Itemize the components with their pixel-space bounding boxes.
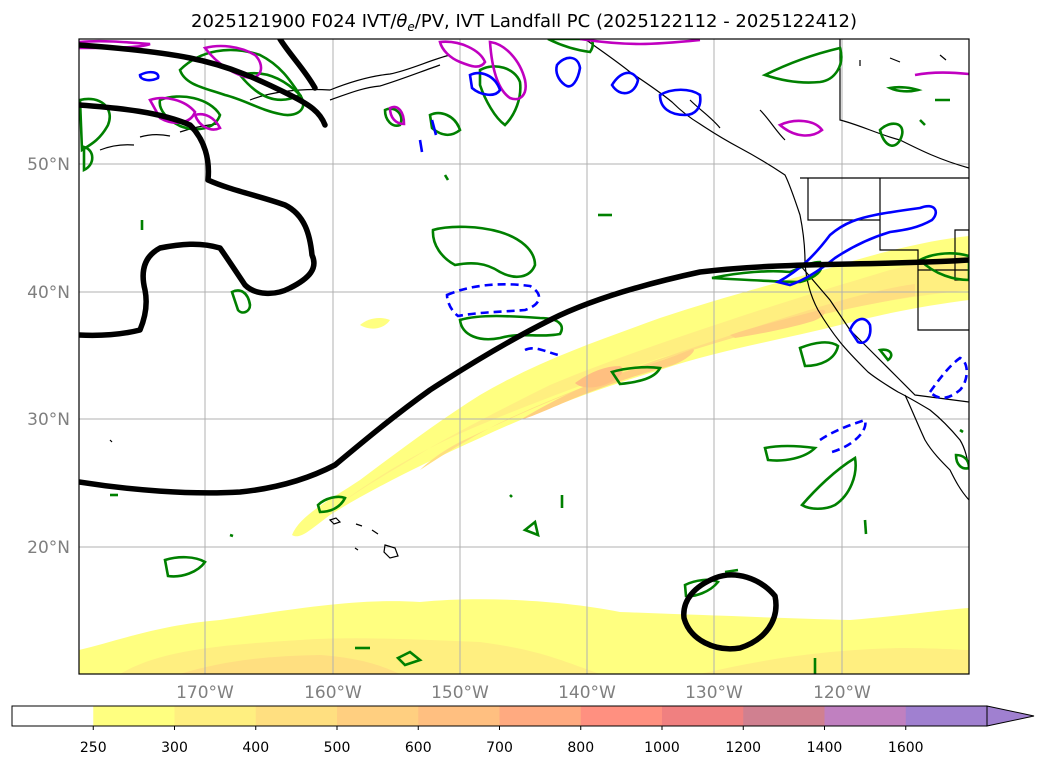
- lat-label-30n: 30°N: [27, 410, 70, 430]
- colorbar-tick-label: 700: [486, 740, 513, 756]
- colorbar-segment: [418, 706, 500, 726]
- lon-label-170w: 170°W: [176, 683, 234, 703]
- colorbar-segment: [499, 706, 582, 726]
- map-panel: [79, 39, 969, 674]
- lat-label-20n: 20°N: [27, 538, 70, 558]
- lat-label-40n: 40°N: [27, 283, 70, 303]
- lon-label-160w: 160°W: [304, 683, 362, 703]
- figure-title: 2025121900 F024 IVT/θe/PV, IVT Landfall …: [191, 11, 857, 34]
- colorbar-tick-label: 800: [567, 740, 594, 756]
- colorbar-tick-label: 1600: [888, 740, 924, 756]
- lon-label-150w: 150°W: [431, 683, 489, 703]
- colorbar-tick-label: 500: [324, 740, 351, 756]
- colorbar-segment: [580, 706, 663, 726]
- lat-label-50n: 50°N: [27, 155, 70, 175]
- graticule: [79, 39, 969, 674]
- colorbar: 250 300 400 500 600 700 800 1000 1200 1400 1600: [11, 705, 1035, 756]
- magenta-contours: [79, 39, 969, 137]
- colorbar-tick-label: 1000: [644, 740, 680, 756]
- colorbar-tick-label: 300: [161, 740, 188, 756]
- black-contours: [79, 39, 969, 652]
- colorbar-segment: [662, 706, 744, 726]
- colorbar-extend-arrow: [986, 705, 1035, 727]
- longitude-labels: 170°W 160°W 150°W 140°W 130°W 120°W: [176, 683, 871, 703]
- colorbar-tick-label: 400: [242, 740, 269, 756]
- colorbar-tick-label: 600: [405, 740, 432, 756]
- colorbar-segment: [743, 706, 825, 726]
- colorbar-segment: [905, 706, 988, 726]
- colorbar-segment: [174, 706, 257, 726]
- lon-label-120w: 120°W: [813, 683, 871, 703]
- colorbar-segment: [12, 706, 94, 726]
- colorbar-segment: [93, 706, 175, 726]
- colorbar-tick-label: 1400: [807, 740, 843, 756]
- colorbar-segment: [255, 706, 338, 726]
- colorbar-tick-label: 250: [80, 740, 107, 756]
- ivt-shading: [79, 236, 969, 674]
- blue-contours: [138, 56, 969, 454]
- colorbar-segment: [337, 706, 419, 726]
- lon-label-140w: 140°W: [558, 683, 616, 703]
- lon-label-130w: 130°W: [685, 683, 743, 703]
- map-frame: [78, 38, 970, 675]
- colorbar-tick-label: 1200: [725, 740, 761, 756]
- latitude-labels: 50°N 40°N 30°N 20°N: [27, 155, 70, 558]
- colorbar-segment: [824, 706, 907, 726]
